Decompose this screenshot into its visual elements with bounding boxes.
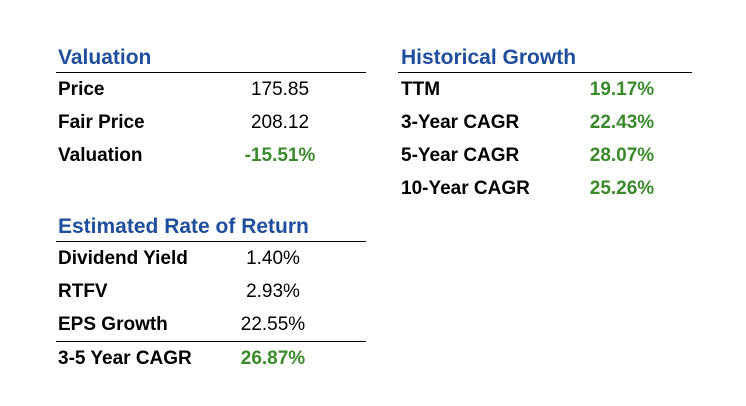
price-label: Price bbox=[58, 79, 105, 100]
historical-growth-panel: Historical Growth TTM 19.17% 3-Year CAGR… bbox=[398, 44, 695, 205]
valuation-title-rule bbox=[56, 72, 366, 73]
ror-total-rule bbox=[56, 341, 366, 342]
historical-growth-title: Historical Growth bbox=[401, 46, 577, 69]
rate-of-return-panel: Estimated Rate of Return Dividend Yield … bbox=[56, 213, 368, 375]
eps-growth-label: EPS Growth bbox=[58, 314, 168, 335]
price-value: 175.85 bbox=[250, 79, 310, 100]
growth-row-10-year: 10-Year CAGR 25.26% bbox=[401, 172, 695, 205]
rate-of-return-title: Estimated Rate of Return bbox=[58, 215, 309, 238]
ten-year-cagr-label: 10-Year CAGR bbox=[401, 178, 530, 199]
ror-row-total-cagr: 3-5 Year CAGR 26.87% bbox=[58, 342, 368, 375]
growth-row-5-year: 5-Year CAGR 28.07% bbox=[401, 139, 695, 172]
valuation-panel: Valuation Price 175.85 Fair Price 208.12… bbox=[56, 44, 368, 172]
ten-year-cagr-value: 25.26% bbox=[589, 178, 655, 199]
valuation-title: Valuation bbox=[58, 46, 152, 69]
historical-growth-title-rule bbox=[398, 72, 692, 73]
three-year-cagr-value: 22.43% bbox=[589, 112, 655, 133]
valuation-row-fair-price: Fair Price 208.12 bbox=[58, 106, 368, 139]
dividend-yield-value: 1.40% bbox=[246, 248, 300, 269]
ttm-value: 19.17% bbox=[589, 79, 655, 100]
dividend-yield-label: Dividend Yield bbox=[58, 248, 188, 269]
ror-row-rtfv: RTFV 2.93% bbox=[58, 275, 368, 308]
ror-row-eps-growth: EPS Growth 22.55% bbox=[58, 308, 368, 341]
rate-of-return-title-rule bbox=[56, 241, 366, 242]
ttm-label: TTM bbox=[401, 79, 441, 100]
five-year-cagr-value: 28.07% bbox=[589, 145, 655, 166]
ror-row-dividend-yield: Dividend Yield 1.40% bbox=[58, 242, 368, 275]
growth-row-ttm: TTM 19.17% bbox=[401, 73, 695, 106]
valuation-label: Valuation bbox=[58, 145, 143, 166]
three-year-cagr-label: 3-Year CAGR bbox=[401, 112, 520, 133]
valuation-row-valuation: Valuation -15.51% bbox=[58, 139, 368, 172]
eps-growth-value: 22.55% bbox=[240, 314, 306, 335]
five-year-cagr-label: 5-Year CAGR bbox=[401, 145, 520, 166]
fair-price-label: Fair Price bbox=[58, 112, 145, 133]
rtfv-value: 2.93% bbox=[246, 281, 300, 302]
valuation-row-price: Price 175.85 bbox=[58, 73, 368, 106]
total-cagr-value: 26.87% bbox=[240, 348, 306, 369]
growth-row-3-year: 3-Year CAGR 22.43% bbox=[401, 106, 695, 139]
fair-price-value: 208.12 bbox=[250, 112, 310, 133]
total-cagr-label: 3-5 Year CAGR bbox=[58, 348, 192, 369]
valuation-value: -15.51% bbox=[244, 145, 316, 166]
rtfv-label: RTFV bbox=[58, 281, 108, 302]
